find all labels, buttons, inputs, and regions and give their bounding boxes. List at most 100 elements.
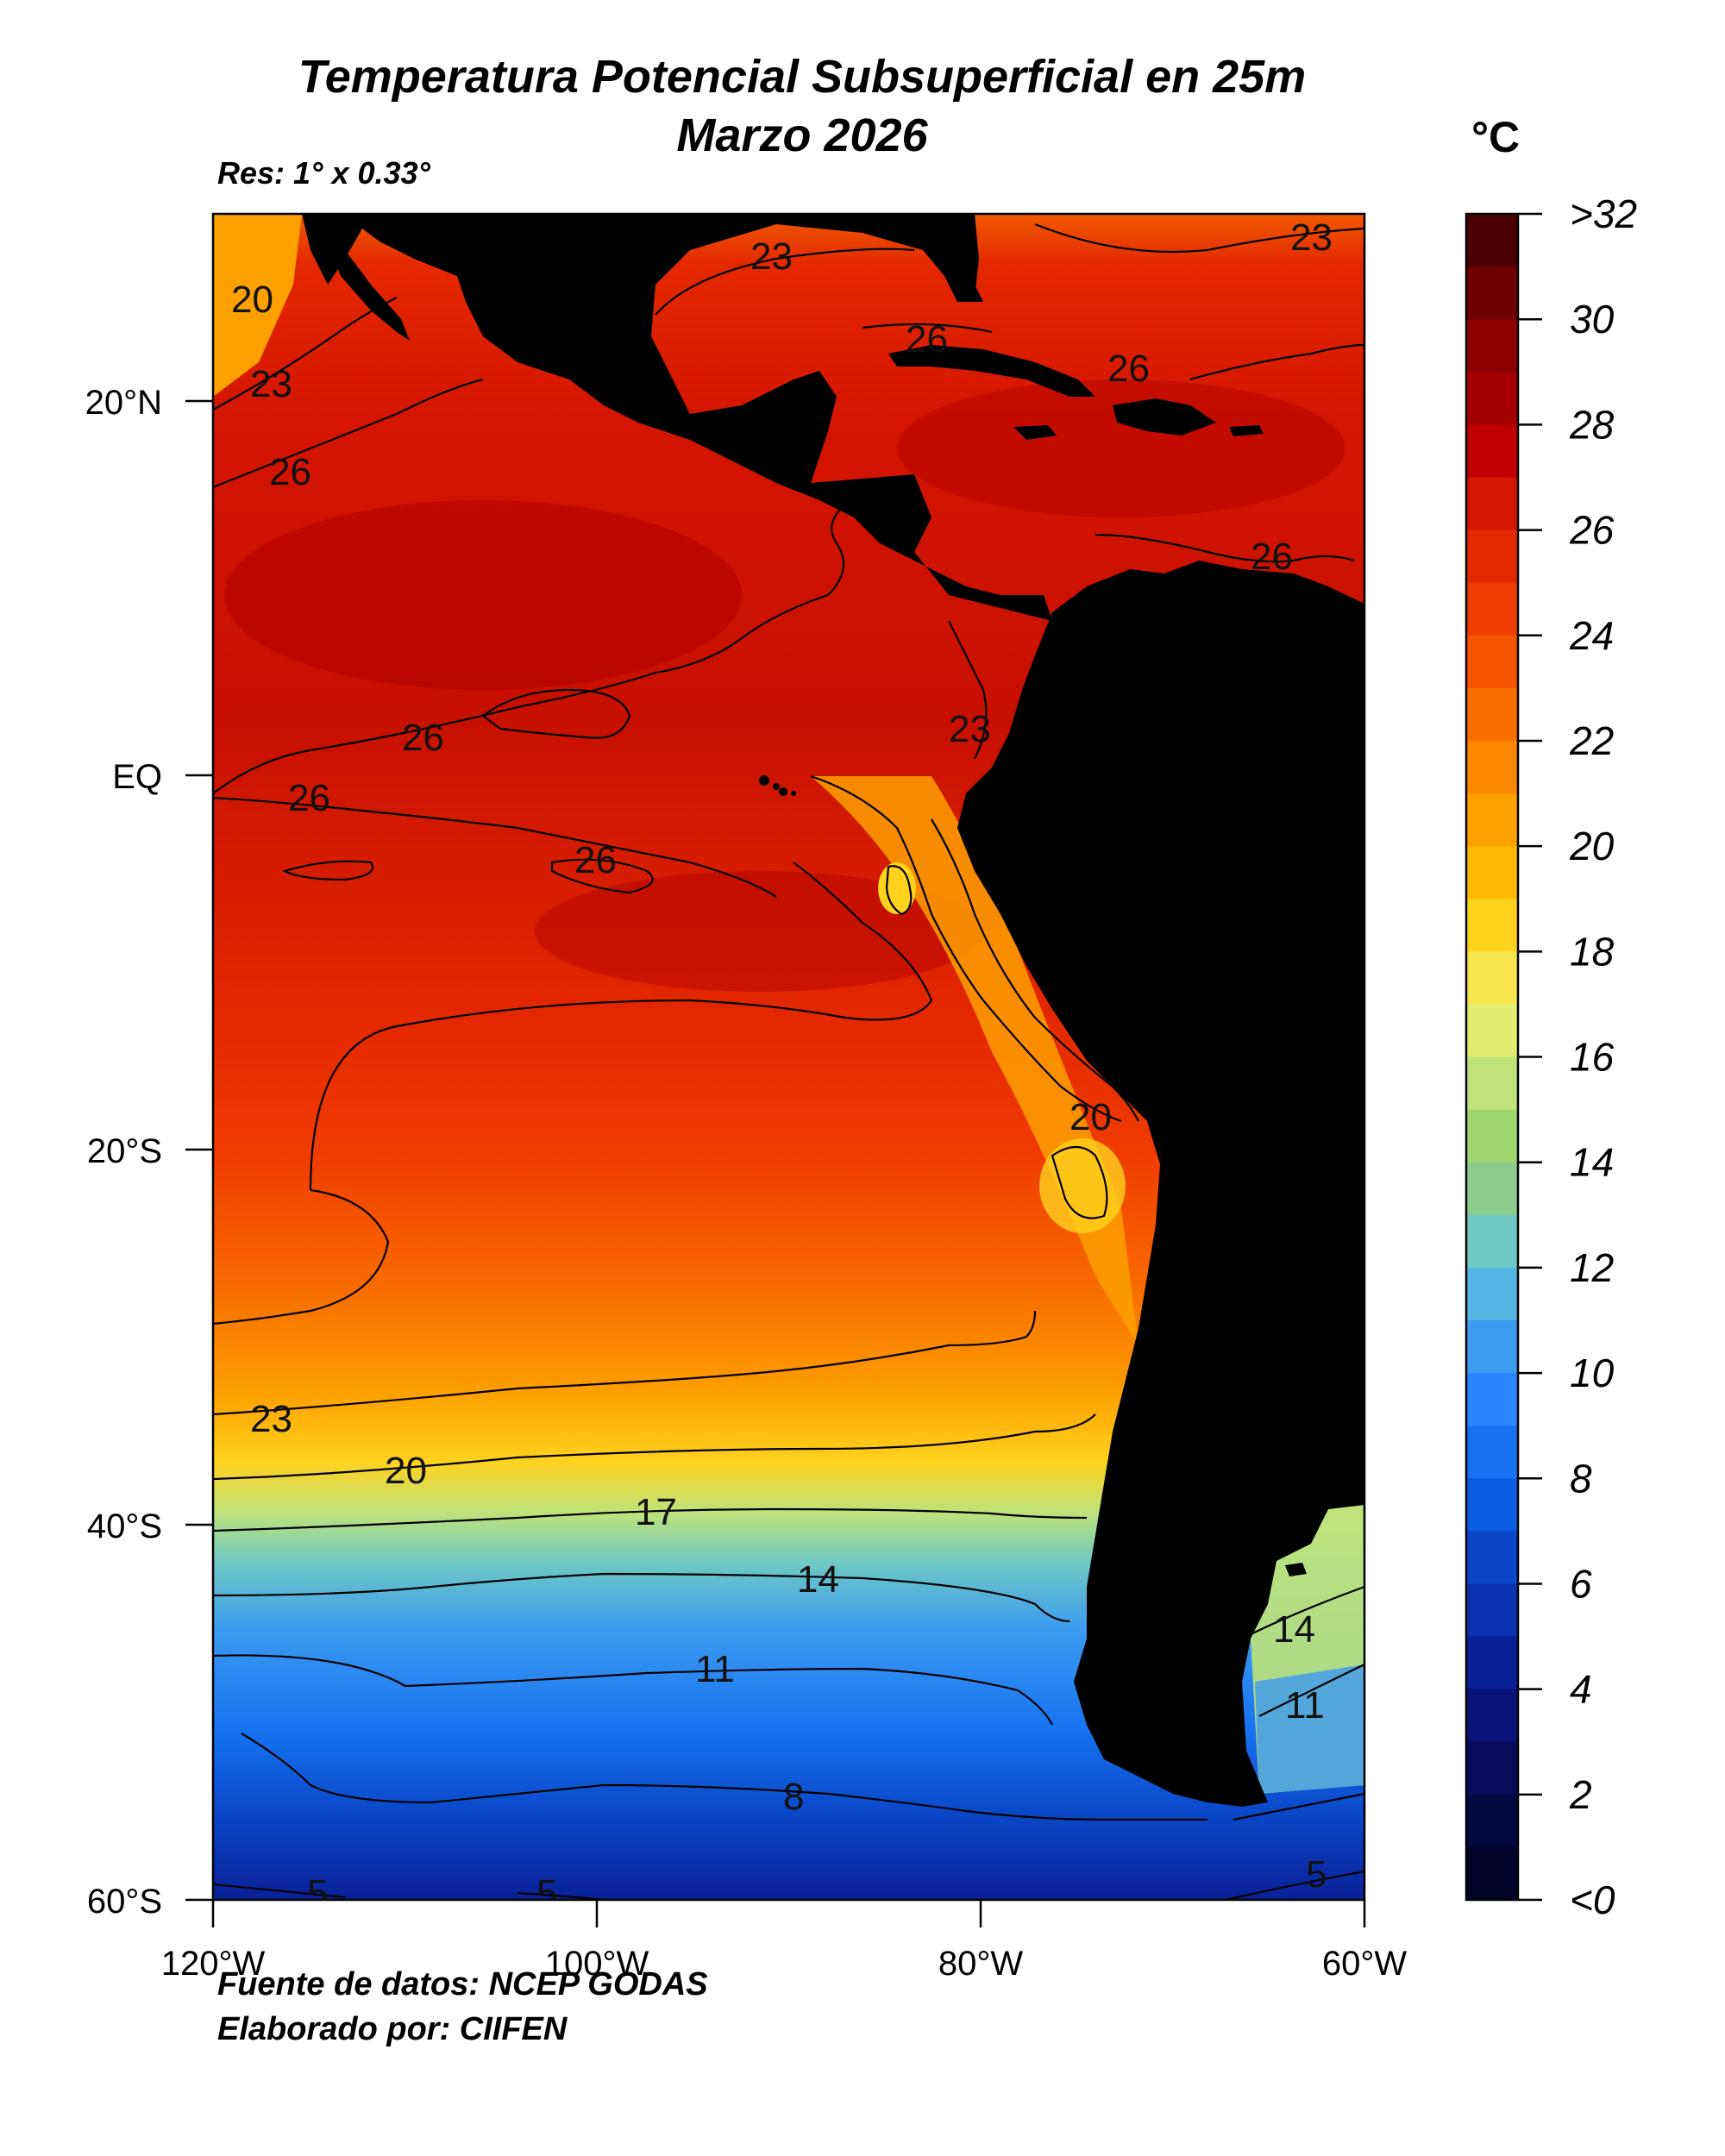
contour-26-southwest (213, 1188, 390, 1326)
contour-5-east (1224, 1870, 1364, 1900)
land-north-central-america (302, 214, 1052, 621)
contour-20-coastal (931, 818, 1139, 1122)
colorbar-tick-label: 20 (1569, 824, 1615, 868)
contour-label: 20 (231, 279, 273, 321)
colorbar-segment (1466, 740, 1518, 794)
contour-8 (241, 1733, 1208, 1821)
colorbar-segment (1466, 1056, 1518, 1111)
contour-20-south (213, 1413, 1096, 1481)
colorbar-tick-label: 12 (1570, 1245, 1614, 1290)
author-label: Elaborado por: CIIFEN (217, 2011, 568, 2047)
map-area: 20 23 26 26 26 26 26 23 20 23 20 17 14 1… (213, 214, 1364, 1915)
colorbar-segment (1466, 1689, 1518, 1743)
colorbar-segment (1466, 477, 1518, 531)
land-puerto-rico (1229, 425, 1264, 436)
colorbar-segment (1466, 582, 1518, 636)
colorbar-tick-label: 4 (1570, 1667, 1592, 1712)
land-galapagos-1 (759, 775, 769, 786)
colorbar-tick-label: 26 (1569, 508, 1615, 553)
colorbar-segment (1466, 1741, 1518, 1796)
axis-ticks (185, 399, 1366, 1927)
contour-label: 23 (949, 708, 991, 750)
contour-14-atlantic (1241, 1585, 1364, 1639)
contour-20-closed-chile (1051, 1145, 1108, 1219)
colorbar-segment (1466, 1846, 1518, 1901)
colorbar-segment (1466, 1319, 1518, 1374)
colorbar-tick-label: 24 (1569, 613, 1614, 658)
warm-pool-north (224, 500, 742, 690)
contour-20-galapagos (885, 865, 913, 916)
land-galapagos-3 (779, 787, 787, 796)
contour-17 (213, 1507, 1088, 1532)
lon-tick-label: 60°W (1322, 1945, 1407, 1983)
lat-tick-label: 40°S (87, 1507, 162, 1545)
contour-14 (213, 1572, 1070, 1623)
colorbar-segment (1466, 1636, 1518, 1690)
colorbar-tick-label: 6 (1570, 1561, 1592, 1606)
contour-label: 26 (1107, 348, 1150, 390)
map-subtitle-date: Marzo 2026 (676, 110, 928, 161)
land-galapagos-4 (791, 791, 796, 796)
contour-label: 5 (1306, 1853, 1327, 1896)
contour-5-west (213, 1883, 346, 1899)
contour-label: 5 (536, 1872, 557, 1915)
contour-label: 26 (1251, 536, 1293, 578)
colorbar-segment (1466, 1004, 1518, 1058)
contour-label-group: 20 23 26 26 26 26 26 23 20 23 20 17 14 1… (231, 216, 1333, 1915)
contour-label: 26 (402, 717, 444, 759)
contour-23-south (213, 1310, 1037, 1416)
colorbar-segment (1466, 319, 1518, 373)
lon-tick-label: 80°W (938, 1945, 1023, 1983)
contour-label: 11 (1285, 1684, 1325, 1727)
land-falklands (1285, 1563, 1307, 1576)
colorbar-tick-label: 28 (1569, 402, 1615, 447)
colorbar-tick-label: 10 (1570, 1351, 1615, 1395)
colorbar-tick-label: 8 (1570, 1456, 1592, 1501)
lon-tick-label: 120°W (161, 1945, 266, 1983)
contour-lines (213, 222, 1364, 1900)
contour-label: 17 (635, 1491, 677, 1533)
contour-label: 26 (288, 777, 330, 819)
contour-label: 26 (269, 451, 311, 493)
contour-26-caribbean-south (1095, 533, 1355, 563)
lat-tick-label: 20°N (85, 384, 162, 422)
colorbar-segment (1466, 635, 1518, 689)
contour-23-panama (948, 620, 988, 760)
colorbar-tick-label: 22 (1569, 718, 1614, 763)
lat-tick-label: EQ (112, 758, 162, 796)
contour-23-gulf-mexico (655, 248, 915, 316)
colorbar (1466, 214, 1518, 1901)
contour-23-north (213, 297, 398, 411)
contour-26-equator (213, 796, 777, 898)
lat-tick-label: 60°S (87, 1883, 162, 1921)
land-galapagos-2 (773, 783, 780, 790)
colorbar-segment (1466, 846, 1518, 899)
colorbar-tick-label: 16 (1570, 1035, 1615, 1080)
land-jamaica (1013, 425, 1057, 440)
colorbar-segment (1466, 1478, 1518, 1532)
colorbar-segment (1466, 1583, 1518, 1638)
contour-label: 20 (385, 1450, 427, 1492)
land-cuba (888, 345, 1095, 397)
contour-26-north (213, 378, 484, 489)
colorbar-tick-label: 2 (1569, 1772, 1592, 1817)
upwelling-tongue (811, 776, 1138, 1345)
lat-tick-label: 20°S (87, 1132, 162, 1170)
colorbar-segment (1466, 1373, 1518, 1426)
colorbar-segment (1466, 266, 1518, 320)
land-florida (932, 214, 979, 298)
colorbar-segment (1466, 214, 1518, 267)
colorbar-segment (1466, 372, 1518, 425)
colorbar-segment (1466, 793, 1518, 847)
contour-label: 26 (574, 839, 617, 881)
colorbar-tick-label: <0 (1570, 1877, 1615, 1922)
atlantic-patch-cold (1255, 1664, 1364, 1794)
colorbar-tick-label: 30 (1570, 297, 1615, 342)
contour-label: 23 (250, 363, 292, 405)
data-source-label: Fuente de datos: NCEP GODAS (217, 1966, 708, 2002)
land-south-america (957, 561, 1364, 1807)
colorbar-ticks: >32 30 28 26 24 22 20 18 16 14 12 10 8 6 4 2 <0 (1518, 191, 1637, 1922)
contour-label: 14 (797, 1558, 839, 1601)
cool-corner-northwest (213, 214, 302, 397)
contour-26-closed-b (282, 860, 373, 881)
